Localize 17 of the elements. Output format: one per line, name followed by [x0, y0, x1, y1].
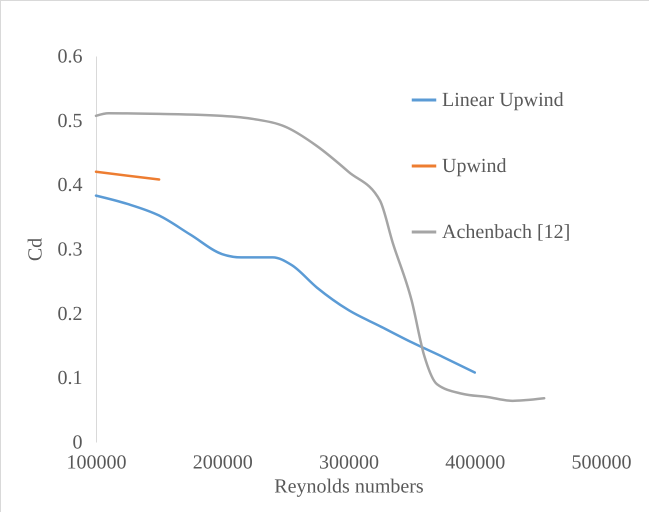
x-tick-label: 500000 — [572, 452, 632, 474]
y-tick-label: 0.5 — [58, 110, 82, 132]
y-tick-label: 0.6 — [58, 46, 82, 68]
x-tick-label: 100000 — [66, 452, 126, 474]
y-axis-title: Cd — [24, 238, 46, 262]
y-tick-label: 0 — [72, 432, 82, 454]
y-tick-label: 0.3 — [58, 238, 82, 260]
x-tick-label: 300000 — [319, 452, 379, 474]
y-tick-label: 0.2 — [58, 302, 82, 325]
x-axis-title: Reynolds numbers — [274, 476, 424, 498]
legend-label: Achenbach [12] — [442, 221, 570, 243]
y-tick-label: 0.4 — [58, 174, 82, 196]
legend-label: Upwind — [442, 155, 506, 177]
legend-label: Linear Upwind — [442, 89, 564, 111]
x-tick-label: 200000 — [192, 452, 253, 474]
x-tick-label: 400000 — [445, 452, 506, 474]
y-tick-label: 0.1 — [58, 367, 82, 390]
